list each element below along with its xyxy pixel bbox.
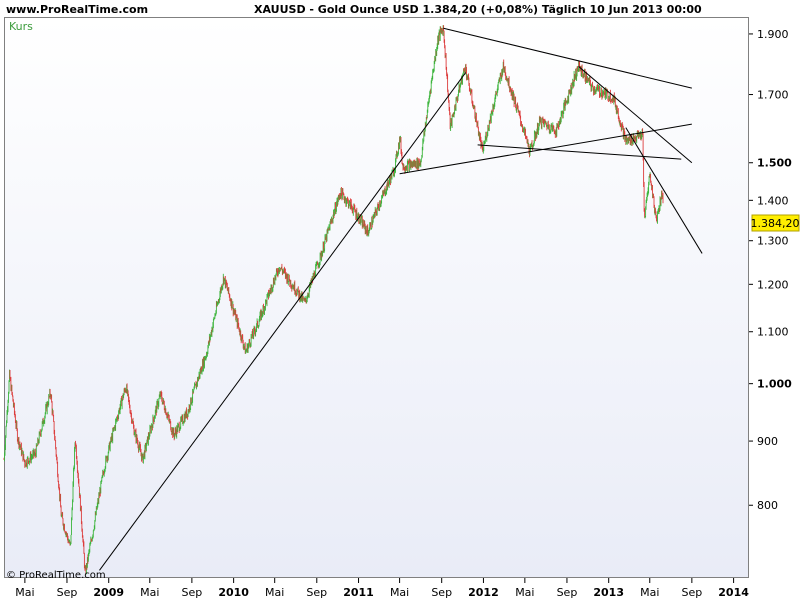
trendlines-layer [99,27,703,571]
x-tick-label: 2010 [218,586,249,599]
chart-header: www.ProRealTime.com XAUUSD - Gold Ounce … [0,0,800,18]
y-tick-label: 1.500 [757,157,792,170]
y-tick-label: 1.200 [757,278,789,291]
y-tick-label: 1.000 [757,378,792,391]
x-tick-label: Sep [681,586,702,599]
y-tick-label: 1.300 [757,235,789,248]
price-badge-label: 1.384,20 [751,217,800,230]
x-tick-label: Sep [182,586,203,599]
x-tick-label: Mai [265,586,284,599]
x-tick-label: Mai [390,586,409,599]
x-tick-label: 2012 [468,586,499,599]
legend-kurs: Kurs [9,20,33,33]
x-tick-label: Mai [15,586,34,599]
x-tick-label: Sep [557,586,578,599]
x-tick-label: Mai [640,586,659,599]
trendline [477,144,682,160]
x-tick-label: Mai [140,586,159,599]
copyright-text: © ProRealTime.com [6,570,106,581]
time-axis [0,578,800,600]
y-axis: 800 900 1.000 1.100 1.200 1.300 1.400 1.500 1.70… [749,28,792,512]
x-tick-label: Sep [306,586,327,599]
copyright: © ProRealTime.com [6,570,106,581]
y-tick-label: 1.400 [757,194,789,207]
x-tick-label: Sep [431,586,452,599]
trendline [625,127,703,254]
x-tick-label: 2011 [343,586,374,599]
instrument-info: XAUUSD - Gold Ounce USD 1.384,20 (+0,08%… [254,3,702,16]
trendline [578,66,693,164]
y-tick-label: 900 [757,435,778,448]
x-tick-label: 2009 [93,586,124,599]
x-tick-label: 2013 [593,586,624,599]
trendline [99,72,467,571]
candles-layer [3,25,664,575]
price-badge-box [751,214,800,232]
y-tick-label: 1.100 [757,326,789,339]
x-tick-label: Mai [515,586,534,599]
price-axis [749,17,800,578]
price-badge: 1.384,20 [751,214,800,232]
y-tick-label: 1.700 [757,89,789,102]
y-tick-label: 800 [757,499,778,512]
trendline [443,27,692,89]
y-tick-label: 1.900 [757,28,789,41]
x-tick-label: 2014 [718,586,749,599]
x-tick-label: Sep [57,586,78,599]
trendline [399,123,692,175]
site-label[interactable]: www.ProRealTime.com [6,3,149,16]
x-axis: Mai Sep 2009 Mai Sep 2010 Mai Sep 2011 Mai Sep 2012… [15,578,749,599]
plot-area[interactable] [4,17,749,578]
